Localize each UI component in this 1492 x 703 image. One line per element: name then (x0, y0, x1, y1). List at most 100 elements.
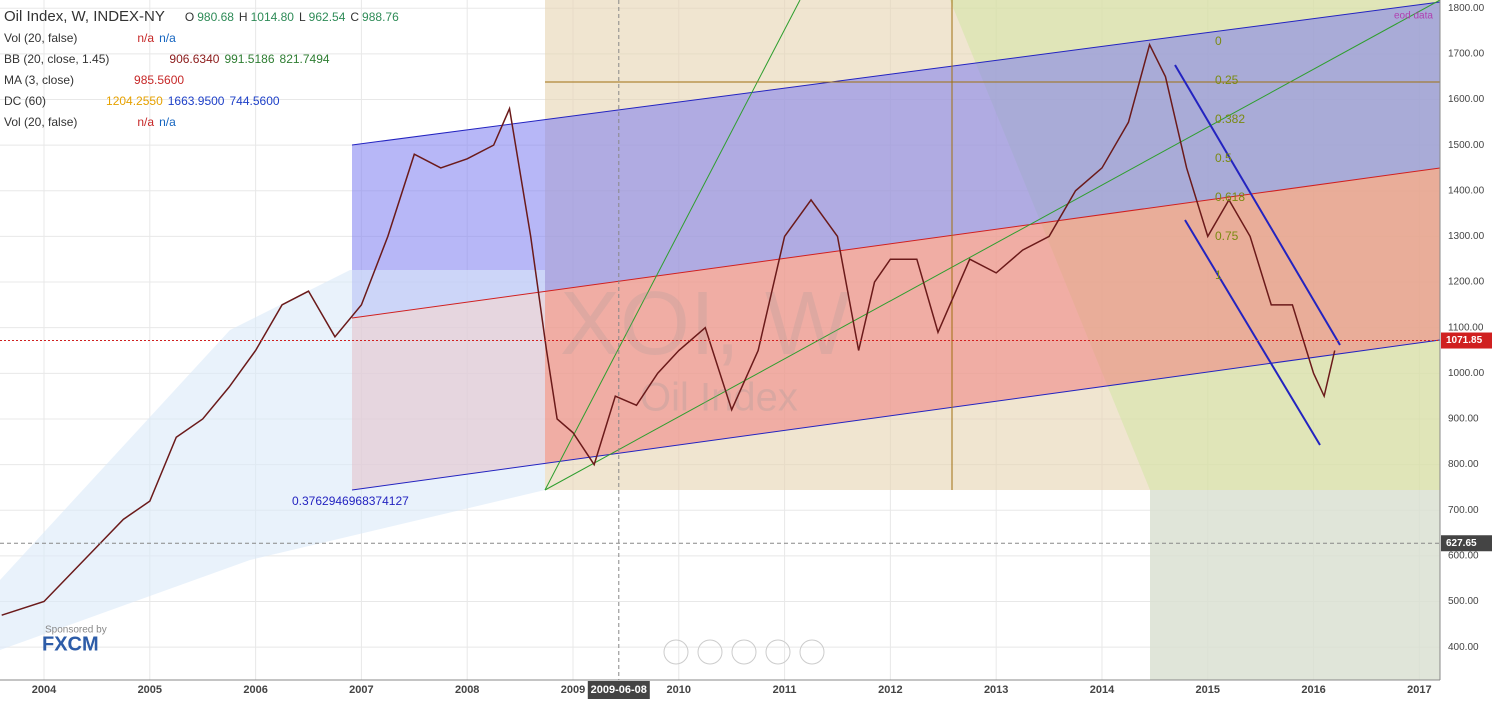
ohlc-value: 980.68 (197, 10, 234, 24)
y-tick-label: 1800.00 (1448, 3, 1485, 14)
ohlc-value: 988.76 (362, 10, 399, 24)
indicator-value: 906.6340 (169, 52, 220, 66)
y-tick-label: 1100.00 (1448, 322, 1484, 333)
x-tick-label: 2005 (138, 684, 162, 696)
pitchfork-line (351, 339, 1441, 491)
crosshair-price-label: 627.65 (1446, 538, 1477, 549)
fib-label: 0.75 (1215, 229, 1239, 243)
sponsor: Sponsored by (45, 625, 107, 636)
indicator-row[interactable]: Vol (20, false) n/a n/a (4, 112, 404, 133)
fib-label: 0 (1215, 34, 1222, 48)
x-tick-label: 2013 (984, 684, 1008, 696)
indicator-label: Vol (20, false) (4, 31, 78, 45)
x-tick-label: 2012 (878, 684, 902, 696)
btn-right[interactable] (799, 639, 825, 665)
crosshair-date-label: 2009-06-08 (591, 684, 647, 696)
toolbar (663, 639, 825, 665)
y-tick-label: 1000.00 (1448, 368, 1485, 379)
indicator-value: 985.5600 (134, 73, 185, 87)
crosshair-date-tag (587, 681, 650, 699)
y-tick-label: 700.00 (1448, 505, 1479, 516)
y-tick-label: 1400.00 (1448, 185, 1485, 196)
watermark-sub: Oil Index (640, 376, 798, 420)
channel-area (0, 270, 545, 650)
indicator-label: Vol (20, false) (4, 115, 78, 129)
fib-label: 0.382 (1215, 112, 1245, 126)
watermark: XOI, W (560, 274, 850, 374)
x-tick-label: 2017 (1407, 684, 1431, 696)
indicator-row[interactable]: DC (60) 1204.2550 1663.9500 744.5600 (4, 91, 404, 112)
legend-title-row: Oil Index, W, INDEX-NY O 980.68 H 1014.80 L 96… (4, 6, 404, 28)
indicator-label: DC (60) (4, 94, 47, 108)
price-line (1, 42, 1336, 616)
symbol-title: Oil Index, W, INDEX-NY (4, 8, 165, 25)
x-tick-label: 2014 (1090, 684, 1115, 696)
indicator-value: 1663.9500 (167, 94, 225, 108)
trend-line (1184, 219, 1321, 446)
pitchfork-line (351, 1, 1441, 146)
brand: FXCM (42, 633, 99, 655)
x-tick-label: 2015 (1196, 684, 1220, 696)
fib-label: 0.618 (1215, 190, 1245, 204)
x-tick-label: 2010 (667, 684, 691, 696)
y-tick-label: 1700.00 (1448, 48, 1485, 59)
ohlc-label: O (184, 10, 195, 24)
y-tick-label: 800.00 (1448, 459, 1479, 470)
indicator-value: 1204.2550 (106, 94, 163, 108)
ohlc-label: L (298, 10, 306, 24)
y-axis-bg (1440, 0, 1492, 703)
y-tick-label: 1600.00 (1448, 94, 1485, 105)
indicator-row[interactable]: Vol (20, false) n/a n/a (4, 28, 404, 49)
last-price-label: 1071.85 (1446, 335, 1483, 346)
pitchfork-median (351, 167, 1441, 319)
y-tick-label: 600.00 (1448, 551, 1479, 562)
fan-region-low (1150, 490, 1440, 680)
x-axis-bg (0, 680, 1440, 703)
fib-label: 0.5 (1215, 151, 1232, 165)
y-tick-label: 1500.00 (1448, 140, 1485, 151)
ohlc-label: H (238, 10, 248, 24)
ohlc-value: 962.54 (308, 10, 346, 24)
indicator-value: 744.5600 (229, 94, 280, 108)
indicator-label: BB (20, close, 1.45) (4, 52, 110, 66)
x-tick-label: 2008 (455, 684, 479, 696)
eod-label: eod data (1394, 11, 1433, 22)
indicator-value: n/a (159, 31, 176, 45)
x-tick-label: 2004 (32, 684, 57, 696)
y-tick-label: 500.00 (1448, 596, 1479, 607)
x-tick-label: 2009 (561, 684, 585, 696)
crosshair-tag (1441, 535, 1492, 552)
indicator-value: n/a (159, 115, 176, 129)
x-tick-label: 2006 (243, 684, 267, 696)
ohlc-label: C (350, 10, 360, 24)
x-tick-label: 2011 (773, 684, 797, 696)
y-tick-label: 1200.00 (1448, 277, 1485, 288)
btn-zoom-in[interactable] (765, 639, 791, 665)
y-tick-label: 1300.00 (1448, 231, 1485, 242)
indicator-value: n/a (137, 115, 155, 129)
x-tick-label: 2016 (1301, 684, 1325, 696)
indicator-value: 821.7494 (279, 52, 330, 66)
indicator-value: n/a (137, 31, 155, 45)
last-price-tag (1441, 332, 1492, 349)
indicator-value: 991.5186 (224, 52, 275, 66)
indicator-row[interactable]: BB (20, close, 1.45) 906.6340 991.5186 821.… (4, 49, 404, 70)
pitchfork-lower (352, 168, 1440, 490)
btn-zoom-out[interactable] (697, 639, 723, 665)
indicator-row[interactable]: MA (3, close) 985.5600 (4, 70, 404, 91)
pitchfork-upper (352, 2, 1440, 318)
btn-reset[interactable] (731, 639, 757, 665)
pitchfork-label: 0.3762946968374127 (292, 494, 409, 508)
y-tick-label: 400.00 (1448, 642, 1479, 653)
y-tick-label: 900.00 (1448, 414, 1479, 425)
ohlc-value: 1014.80 (250, 10, 294, 24)
fib-label: 0.25 (1215, 73, 1239, 87)
fib-label: 1 (1215, 268, 1222, 282)
btn-left[interactable] (663, 639, 689, 665)
indicator-label: MA (3, close) (4, 73, 75, 87)
legend: Oil Index, W, INDEX-NY O 980.68 H 1014.80 L 96… (4, 6, 404, 133)
